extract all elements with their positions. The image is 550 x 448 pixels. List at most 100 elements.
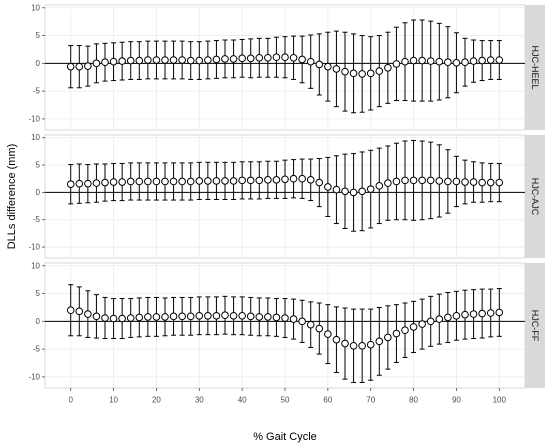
x-tick-label: 10 [109,396,118,405]
data-point [246,312,255,321]
data-point [66,180,75,188]
data-point [341,67,349,76]
data-point [109,57,118,66]
data-point [212,177,221,185]
data-point [384,179,392,187]
data-point [186,312,195,321]
x-tick-label: 60 [323,396,332,405]
data-point [118,314,126,323]
x-tick-label: 40 [238,396,247,405]
data-point [84,62,92,70]
data-point [195,311,204,320]
data-point [495,178,504,187]
data-point [281,53,289,62]
data-point [306,57,315,66]
data-point [324,330,332,338]
data-point [349,341,358,350]
facet-strip-label: HJC-FF [530,310,540,342]
data-point [255,313,264,321]
y-tick-label: 10 [31,261,40,270]
data-point [75,179,84,188]
data-point [195,56,204,65]
data-point [298,174,306,183]
data-point [298,317,306,326]
data-point [358,187,366,196]
data-point [392,177,401,186]
data-point [375,182,384,190]
data-point [238,311,246,320]
data-point [229,177,238,185]
data-point [358,341,366,350]
data-point [332,185,341,194]
data-point [178,177,186,186]
data-point [409,56,418,65]
data-point [401,57,409,66]
data-point [126,177,135,186]
data-point [349,69,358,78]
data-point [161,177,169,186]
y-tick-label: -10 [28,243,40,252]
data-point [409,323,418,331]
data-point [229,55,238,63]
data-point [469,310,478,318]
y-tick-label: 5 [36,289,41,298]
data-point [375,337,384,346]
data-point [92,59,101,68]
data-point [255,176,264,185]
data-point [212,55,221,64]
data-point [144,177,152,186]
data-point [324,183,332,191]
y-tick-label: 0 [36,59,41,68]
data-point [221,55,229,63]
x-tick-label: 0 [68,396,73,405]
data-point [238,176,246,185]
data-point [418,56,426,65]
data-point [409,176,418,185]
data-point [375,67,384,75]
data-point [435,315,444,323]
data-point [306,176,315,184]
data-point [204,311,212,320]
data-point [298,55,306,64]
x-tick-label: 70 [366,396,375,405]
data-point [341,339,349,348]
x-tick-label: 20 [152,396,161,405]
data-point [109,178,118,186]
data-point [358,70,366,78]
data-point [169,177,178,186]
y-tick-label: 5 [36,31,41,40]
data-point [324,62,332,71]
x-tick-label: 50 [281,396,290,405]
facet-strip-label: HJC-HEEL [530,45,540,89]
data-point [75,307,84,316]
y-tick-label: -5 [33,87,41,96]
data-point [384,333,392,342]
data-point [186,177,195,186]
data-point [169,56,178,64]
data-point [178,312,186,321]
data-point [486,309,495,317]
data-point [101,58,109,67]
data-point [332,65,341,73]
data-point [478,309,486,318]
data-point [426,57,435,65]
data-point [281,175,289,184]
y-tick-label: 0 [36,317,41,326]
data-point [126,314,135,322]
data-point [418,320,426,328]
data-point [66,306,75,315]
data-point [272,176,281,184]
data-point [444,177,452,186]
data-point [152,313,161,321]
data-point [478,56,486,65]
data-point [126,56,135,65]
y-axis-title: DLLs difference (mm) [6,144,18,250]
data-point [452,311,461,320]
data-point [452,58,461,67]
data-point [495,308,504,317]
data-point [366,185,375,193]
data-point [92,312,101,321]
facet-strip [525,5,545,130]
data-point [84,310,92,318]
data-point [452,177,461,186]
